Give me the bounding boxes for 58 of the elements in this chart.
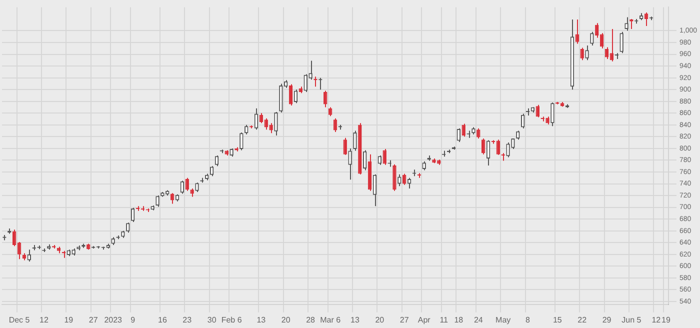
- x-tick-label: Feb 6: [221, 315, 242, 324]
- x-tick-label: 16: [158, 315, 168, 324]
- x-tick-label: 27: [88, 315, 98, 324]
- candlestick: [644, 12, 648, 27]
- x-tick-label: Mar 6: [320, 315, 342, 324]
- x-tick-label: May: [496, 315, 511, 324]
- candlestick: [279, 83, 283, 114]
- candlestick: [585, 44, 589, 61]
- x-tick-label: 24: [474, 315, 484, 324]
- x-tick-label: 12: [652, 315, 662, 324]
- candlestick: [620, 31, 624, 54]
- candlestick: [210, 166, 214, 177]
- x-tick-label: 20: [281, 315, 291, 324]
- candlestick: [269, 122, 273, 134]
- candlestick: [214, 155, 219, 167]
- candlestick: [27, 249, 32, 262]
- candlestick: [254, 108, 258, 130]
- x-tick-label: 12: [40, 315, 49, 324]
- x-tick-label: 15: [552, 315, 562, 324]
- x-tick-label: 19: [64, 315, 74, 324]
- x-tick-label: 11: [440, 315, 449, 324]
- candlestick: [456, 128, 461, 142]
- x-tick-label: 13: [350, 315, 360, 324]
- x-tick-label: 22: [578, 315, 588, 324]
- x-tick-label: 28: [306, 315, 316, 324]
- candlestick: [580, 47, 584, 61]
- x-tick-label: 30: [207, 315, 217, 324]
- x-tick-label: Dec 5: [8, 315, 30, 324]
- x-tick-label: 18: [454, 315, 464, 324]
- candlestick: [308, 60, 312, 80]
- candlestick: [156, 195, 160, 208]
- candlestick: [506, 142, 510, 158]
- candlestick: [476, 128, 480, 139]
- candlestick: [126, 222, 130, 234]
- x-tick-label: 2023: [104, 315, 123, 324]
- candlestick: [590, 31, 594, 46]
- candlestick: [195, 182, 199, 192]
- x-tick-label: 19: [662, 315, 672, 324]
- candlestick: [348, 148, 352, 180]
- candlestick: [353, 130, 357, 152]
- x-tick-label: Jun 5: [622, 315, 642, 324]
- x-tick-label: 9: [130, 315, 136, 324]
- x-tick-label: Apr: [418, 315, 431, 324]
- x-tick-label: 8: [526, 315, 531, 324]
- candlestick: [624, 16, 628, 32]
- candlestick: [343, 137, 347, 156]
- candlestick: [550, 102, 554, 127]
- x-tick-label: 27: [400, 315, 410, 324]
- x-tick-label: 20: [375, 315, 385, 324]
- candlestick: [398, 174, 402, 187]
- candlestick: [402, 173, 406, 186]
- x-tick-label: 29: [602, 315, 612, 324]
- candlestick: [274, 111, 278, 136]
- x-tick-label: 23: [182, 315, 192, 324]
- candlestick: [240, 132, 244, 151]
- x-tick-label: 13: [256, 315, 266, 324]
- candlestick: [392, 164, 396, 192]
- candlestick: [407, 177, 412, 189]
